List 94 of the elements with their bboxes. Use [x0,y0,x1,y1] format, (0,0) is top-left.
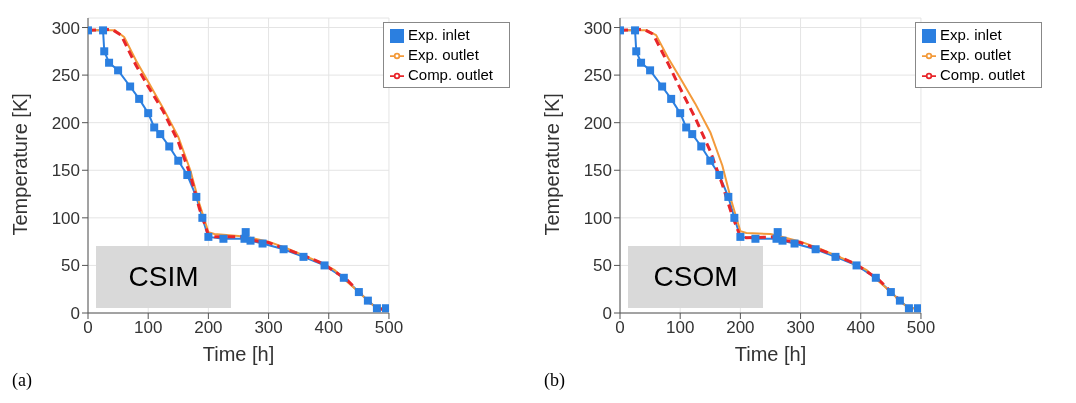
point [688,130,697,139]
point [871,273,880,282]
y-tick-label: 200 [51,113,80,133]
point [831,252,840,261]
point [381,304,389,313]
y-tick-label: 200 [583,113,612,133]
point [126,82,135,91]
point [730,213,739,222]
point [135,94,144,103]
point [156,130,165,139]
point [637,58,646,67]
y-tick-label: 250 [51,66,80,86]
point [773,228,782,237]
point [144,109,153,118]
x-tick-label: 400 [846,318,875,338]
legend-label: Exp. outlet [939,46,1011,63]
y-tick-label: 100 [583,208,612,228]
x-tick-label: 200 [194,318,223,338]
annotation: CSOM [628,246,763,308]
x-tick-label: 200 [726,318,755,338]
y-tick-label: 100 [51,208,80,228]
point [100,47,109,56]
y-tick-label: 0 [70,304,80,324]
y-tick-label: 300 [583,18,612,38]
legend-label: Exp. outlet [407,46,479,63]
point [715,171,724,180]
x-tick-label: 0 [83,318,93,338]
legend-label: Comp. outlet [939,66,1025,83]
text: (b) [544,370,565,391]
x-tick-label: 100 [134,318,163,338]
point [667,94,676,103]
x-tick-label: 500 [374,318,404,338]
point [778,236,787,245]
point [320,261,329,270]
point [811,245,820,254]
y-tick-label: 150 [583,161,612,181]
y-axis-title: Temperature [K] [9,93,32,236]
y-tick-label: 250 [583,66,612,86]
text: (a) [12,370,32,391]
y-tick-label: 50 [593,256,612,276]
legend-label: Comp. outlet [407,66,493,83]
point [372,304,381,313]
point [165,142,174,151]
point [631,26,640,35]
y-tick-label: 300 [51,18,80,38]
point [204,232,213,241]
legend-label: Exp. inlet [939,26,1002,43]
point [198,213,207,222]
point [724,192,733,201]
point [279,245,288,254]
point [150,123,159,132]
point [174,156,183,165]
point [790,239,799,248]
point [246,236,255,245]
x-tick-label: 100 [666,318,695,338]
point [736,232,745,241]
point [697,142,706,151]
x-tick-label: 500 [906,318,936,338]
point [219,234,228,243]
annotation: CSIM [96,246,231,308]
y-tick-label: 150 [51,161,80,181]
point [192,192,201,201]
point [886,288,895,297]
point [241,228,250,237]
point [114,66,123,75]
y-tick-label: 50 [61,256,80,276]
point [658,82,667,91]
point [646,66,655,75]
x-axis-title: Time [h] [734,343,807,365]
point [339,273,348,282]
point [676,109,685,118]
point [183,171,192,180]
point [99,26,108,35]
point [299,252,308,261]
point [852,261,861,270]
x-tick-label: 400 [314,318,343,338]
x-tick-label: 300 [254,318,283,338]
point [632,47,641,56]
point [895,296,904,305]
point [354,288,363,297]
point [682,123,691,132]
point [913,304,921,313]
y-axis-title: Temperature [K] [541,93,564,236]
point [363,296,372,305]
x-axis-title: Time [h] [202,343,275,365]
point [105,58,114,67]
x-tick-label: 0 [615,318,625,338]
x-tick-label: 300 [786,318,815,338]
legend-label: Exp. inlet [407,26,470,43]
point [258,239,267,248]
point [751,234,760,243]
point [904,304,913,313]
point [706,156,715,165]
y-tick-label: 0 [602,304,612,324]
